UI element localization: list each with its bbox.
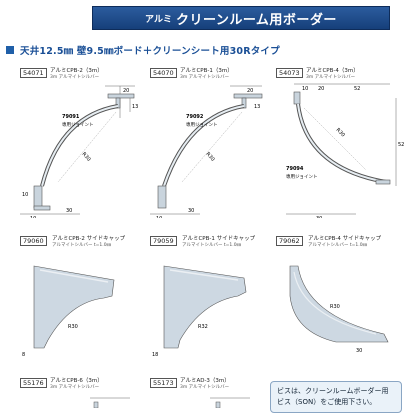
product-name: アルミCPB-2（3m） [50,68,103,74]
joint-code: 79092 [186,114,204,120]
dim-label: R30 [68,324,78,330]
profile-drawing: 20 13 R30 30 10 79092 専用ジョイント [150,85,263,218]
page-header-banner: アルミ クリーンルーム用ボーダー [92,6,390,30]
note-line-1: ビスは、クリーンルームボーダー用 [277,387,389,395]
cap-card-cpb2: 79060 アルミCPB-2 サイドキャップ アルマイトシルバー t=1.0㎜ … [20,236,142,366]
product-spec: 3m アルマイトシルバー [50,75,100,80]
product-code: 79062 [276,236,303,246]
profile-drawing-partial [210,397,250,408]
product-spec: アルマイトシルバー t=1.0㎜ [182,243,242,248]
product-code: 79060 [20,236,47,246]
profile-drawing: 20 13 R30 30 10 10 79091 専用ジョイント [20,85,138,218]
dim-label: R30 [330,304,340,310]
header-title: クリーンルーム用ボーダー [175,12,337,28]
cap-drawing: R30 8 [22,265,115,358]
product-code: 54070 [150,68,177,78]
product-spec: 3m アルマイトシルバー [50,385,100,390]
product-spec: アルマイトシルバー t=1.0㎜ [308,243,368,248]
dim-label: 13 [254,104,260,110]
bottom-item-ad3: 55173 アルミAD-3（3m） 3m アルマイトシルバー [150,378,262,408]
dim-label: 10 [302,86,308,92]
product-name: アルミAD-3（3m） [180,378,230,384]
product-code: 55176 [20,378,47,388]
product-code: 54071 [20,68,47,78]
dim-label: R30 [81,151,92,162]
product-spec: 3m アルマイトシルバー [180,385,230,390]
profile-card-cpb4: 54073 アルミCPB-4（3m） 3m アルマイトシルバー 10 20 52… [276,68,404,218]
product-name: アルミCPB-2 サイドキャップ [52,236,126,242]
dim-label: 18 [152,352,158,358]
joint-label: 専用ジョイント [286,173,318,180]
dim-label: R30 [335,127,346,138]
dim-label: 10 [30,216,36,218]
joint-code: 79094 [286,166,304,172]
cap-card-cpb4: 79062 アルミCPB-4 サイドキャップ アルマイトシルバー t=1.0㎜ … [276,236,404,366]
dim-label: 8 [22,352,25,358]
product-code: 55173 [150,378,177,388]
header-prefix: アルミ [145,14,172,25]
square-bullet-icon [6,46,14,54]
product-name: アルミCPB-1 サイドキャップ [182,236,256,242]
dim-label: 52 [354,86,360,92]
dim-label: 10 [156,216,162,218]
profile-card-cpb2: 54071 アルミCPB-2（3m） 3m アルマイトシルバー 20 13 R3… [20,68,140,218]
dim-label: 13 [132,104,138,110]
product-name: アルミCPB-1（3m） [180,68,233,74]
product-name: アルミCPB-4（3m） [306,68,359,74]
dim-label: 10 [22,192,28,198]
product-name: アルミCPB-4 サイドキャップ [308,236,382,242]
joint-code: 79091 [62,114,80,120]
dim-label: 30 [356,348,362,354]
screw-note-box: ビスは、クリーンルームボーダー用 ビス（SON）をご使用下さい。 [270,381,402,413]
bottom-item-cpb6: 55176 アルミCPB-6（3m） 3m アルマイトシルバー [20,378,140,408]
product-code: 79059 [150,236,177,246]
dim-label: R32 [198,324,208,330]
dim-label: 20 [123,88,129,94]
dim-label: R30 [205,151,216,162]
joint-label: 専用ジョイント [186,121,218,128]
profile-drawing: 10 20 52 R30 52 30 79094 専用ジョイント [286,83,404,218]
product-spec: 3m アルマイトシルバー [306,75,356,80]
product-spec: アルマイトシルバー t=1.0㎜ [52,243,112,248]
section-title: 天井12.5㎜ 壁9.5㎜ボード＋クリーンシート用30Rタイプ [20,46,280,57]
joint-label: 専用ジョイント [62,121,94,128]
note-line-2: ビス（SON）をご使用下さい。 [277,398,377,406]
dim-label: 30 [316,216,322,218]
product-code: 54073 [276,68,303,78]
dim-label: 20 [247,88,253,94]
profile-card-cpb1: 54070 アルミCPB-1（3m） 3m アルマイトシルバー 20 13 R3… [150,68,270,218]
cap-card-cpb1: 79059 アルミCPB-1 サイドキャップ アルマイトシルバー t=1.0㎜ … [150,236,272,366]
section-heading: 天井12.5㎜ 壁9.5㎜ボード＋クリーンシート用30Rタイプ [6,43,280,57]
product-spec: 3m アルマイトシルバー [180,75,230,80]
dim-label: 20 [318,86,324,92]
dim-label: 30 [188,208,194,214]
dim-label: 30 [66,208,72,214]
cap-drawing: R30 30 [289,265,389,354]
profile-drawing-partial [90,397,130,408]
cap-drawing: R32 18 [152,265,247,358]
product-name: アルミCPB-6（3m） [50,378,103,384]
dim-label: 52 [398,142,404,148]
